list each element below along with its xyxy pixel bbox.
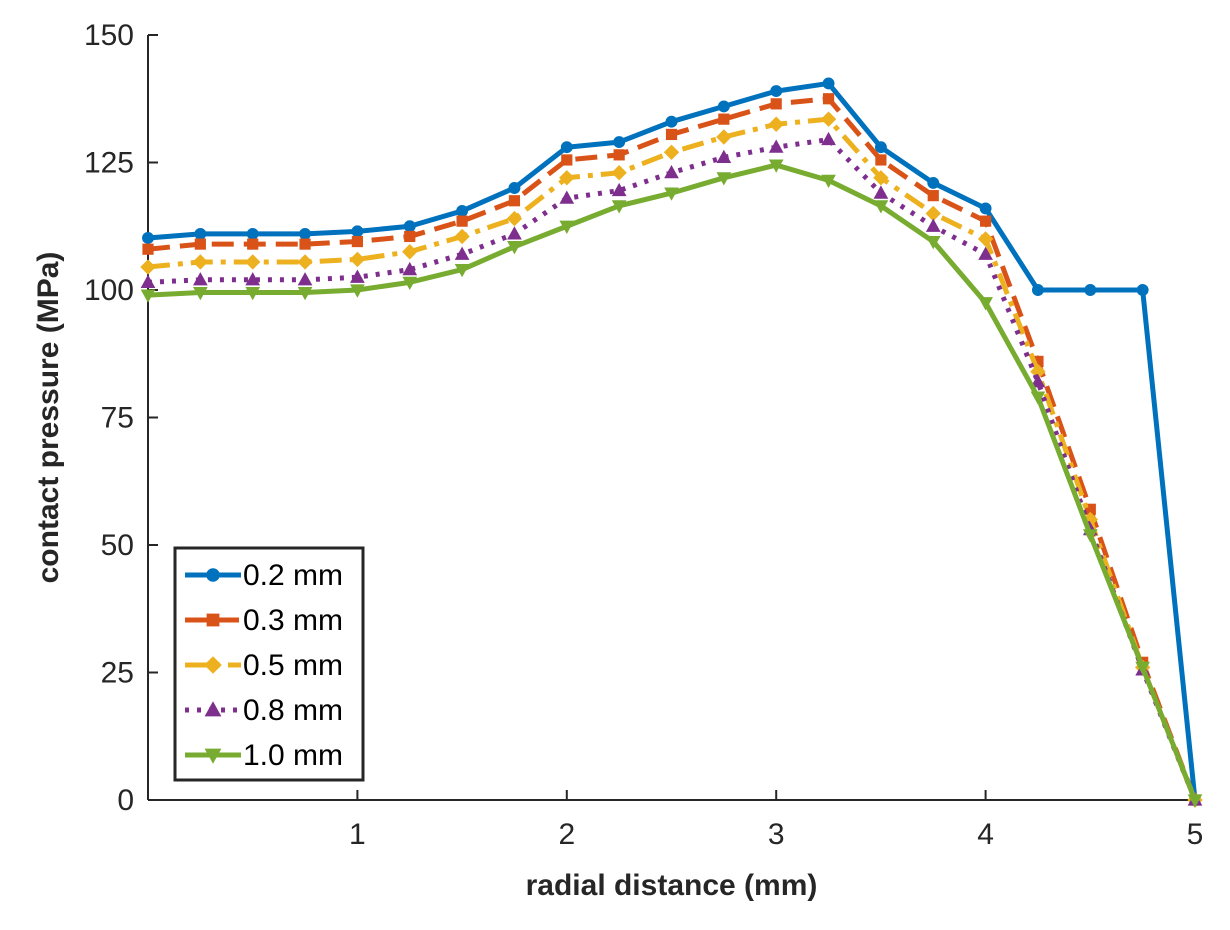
chart: 1 2 3 4 50255075100125150 radial distance (m… [0,0,1230,930]
data-point [823,93,834,104]
data-point [875,154,886,165]
data-point [928,190,939,201]
data-point [666,129,677,140]
data-point [456,205,468,217]
legend: 0.2 mm 0.3 mm 0.5 mm 0.8 mm 1.0 mm [175,548,363,780]
legend-label: 0.8 mm [243,694,343,727]
data-point [454,229,469,244]
legend-label: 0.5 mm [243,649,343,682]
data-point [718,100,730,112]
data-point [664,145,679,160]
data-point [666,116,678,128]
data-point [771,98,782,109]
data-point [821,132,836,145]
x-axis-title: radial distance (mm) [526,869,818,902]
legend-label: 0.3 mm [243,604,343,637]
y-tick-label: 150 [84,19,134,52]
data-point [821,111,836,126]
data-point [142,244,153,255]
y-tick-label: 100 [84,274,134,307]
data-point [559,191,574,204]
y-tick-label: 25 [101,657,134,690]
x-tick-label: 4 [977,818,994,851]
data-point [613,136,625,148]
data-point [509,182,521,194]
data-point [664,165,679,178]
data-point [1084,284,1096,296]
data-point [770,85,782,97]
data-point [769,117,784,132]
data-point [350,252,365,267]
data-point [980,216,991,227]
data-point [297,254,312,269]
data-point [245,254,260,269]
y-tick-label: 0 [117,784,134,817]
data-point [140,259,155,274]
data-point [718,114,729,125]
data-point [298,272,313,285]
data-point [716,129,731,144]
data-point [402,244,417,259]
data-point [507,211,522,226]
data-point [561,154,572,165]
data-point [299,228,311,240]
data-point [717,150,732,163]
data-point [194,228,206,240]
data-point [247,228,259,240]
y-tick-label: 125 [84,147,134,180]
data-point [507,226,522,239]
data-point [927,177,939,189]
legend-marker [207,614,220,627]
y-tick-label: 75 [101,402,134,435]
data-point [247,239,258,250]
data-point [614,149,625,160]
data-point [874,185,889,198]
data-point [195,239,206,250]
data-point [769,140,784,153]
data-point [141,275,156,288]
data-point [142,232,154,244]
data-point [299,239,310,250]
legend-label: 0.2 mm [243,559,343,592]
x-tick-label: 1 [349,818,366,851]
data-point [509,195,520,206]
y-tick-label: 50 [101,529,134,562]
data-point [611,165,626,180]
data-point [404,220,416,232]
legend-marker [206,568,220,582]
data-point [193,254,208,269]
legend-label: 1.0 mm [243,739,343,772]
x-tick-label: 5 [1187,818,1204,851]
y-axis-title: contact pressure (MPa) [32,252,65,584]
data-point [1137,284,1149,296]
data-point [352,236,363,247]
x-tick-label: 3 [768,818,785,851]
data-point [457,216,468,227]
data-point [351,225,363,237]
x-tick-label: 2 [558,818,575,851]
data-point [823,78,835,90]
data-point [978,231,993,246]
data-point [980,202,992,214]
data-point [1032,284,1044,296]
data-point [193,272,208,285]
data-point [561,141,573,153]
data-point [404,231,415,242]
data-point [926,219,941,232]
